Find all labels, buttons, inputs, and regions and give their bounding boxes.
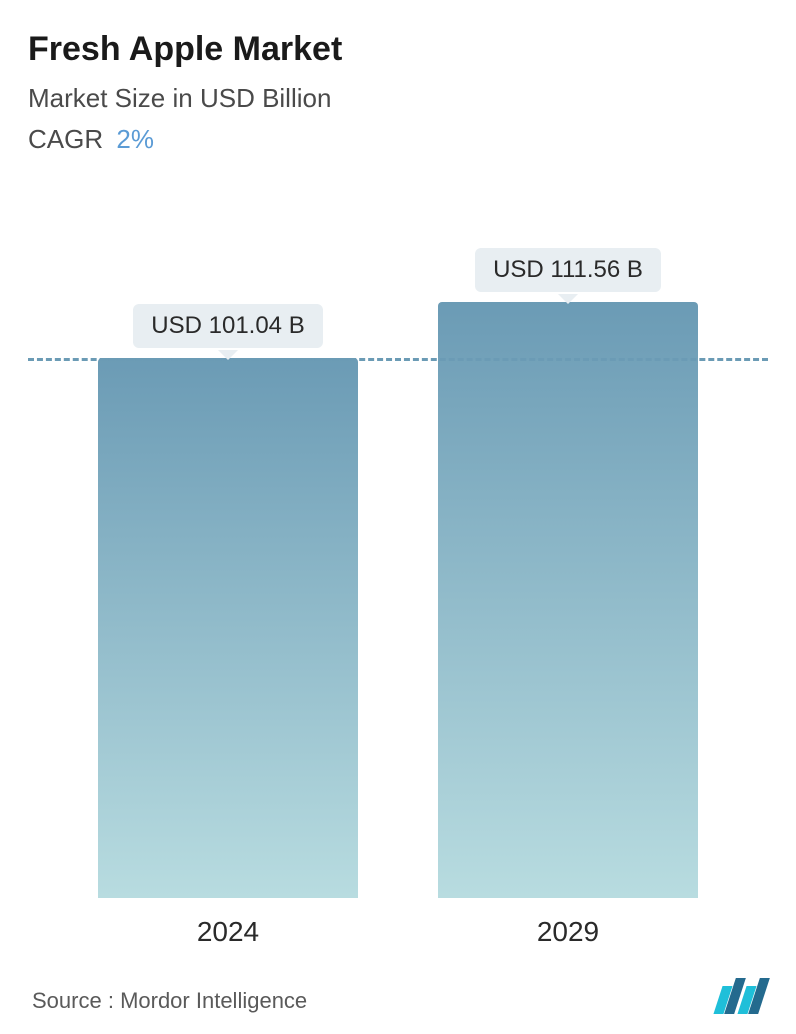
chart-plot: USD 101.04 B USD 111.56 B — [28, 205, 768, 898]
bars-container: USD 101.04 B USD 111.56 B — [28, 205, 768, 898]
x-axis-labels: 2024 2029 — [28, 898, 768, 948]
reference-dashed-line — [28, 358, 768, 361]
cagr-label: CAGR — [28, 124, 103, 154]
value-badge-0: USD 101.04 B — [133, 304, 322, 348]
bar-1 — [438, 302, 698, 898]
bar-0 — [98, 358, 358, 898]
source-text: Source : Mordor Intelligence — [32, 988, 307, 1014]
bar-group-0: USD 101.04 B — [88, 304, 368, 898]
bar-group-1: USD 111.56 B — [428, 248, 708, 898]
chart-subtitle: Market Size in USD Billion — [28, 83, 768, 114]
value-badge-1: USD 111.56 B — [475, 248, 661, 292]
source-label: Source : — [32, 988, 114, 1013]
chart-title: Fresh Apple Market — [28, 30, 768, 69]
cagr-row: CAGR 2% — [28, 124, 768, 155]
chart-area: USD 101.04 B USD 111.56 B 2024 2029 — [28, 205, 768, 948]
x-label-1: 2029 — [428, 916, 708, 948]
source-value: Mordor Intelligence — [120, 988, 307, 1013]
badge-pointer-0 — [218, 350, 238, 360]
brand-logo-icon — [718, 978, 764, 1014]
cagr-value: 2% — [116, 124, 154, 154]
chart-footer: Source : Mordor Intelligence — [28, 978, 768, 1014]
x-label-0: 2024 — [88, 916, 368, 948]
badge-pointer-1 — [558, 294, 578, 304]
